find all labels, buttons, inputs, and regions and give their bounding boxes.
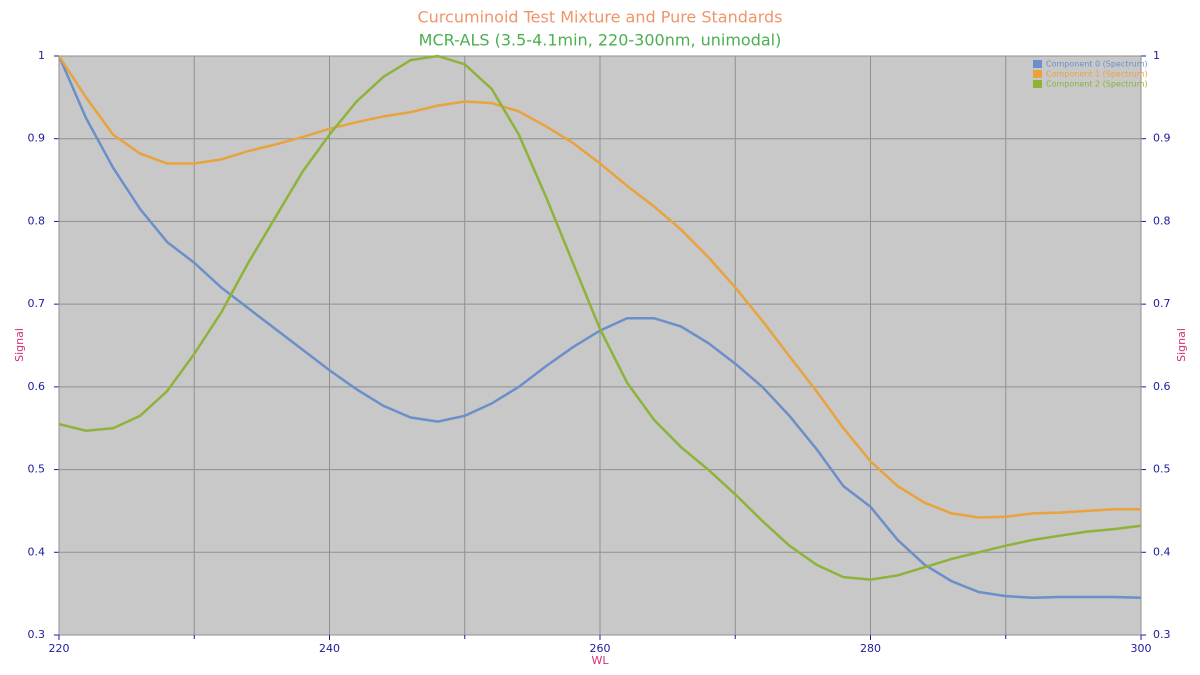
y-tick-label: 0.4 xyxy=(28,545,46,558)
legend-item: Component 0 (Spectrum) xyxy=(1033,60,1148,69)
y2-axis-label: Signal xyxy=(1175,328,1188,362)
legend-label: Component 0 (Spectrum) xyxy=(1046,60,1148,69)
series-line xyxy=(57,55,1141,519)
x-axis-label: WL xyxy=(591,654,609,667)
x-tick-label: 300 xyxy=(1131,642,1152,655)
chart-title: Curcuminoid Test Mixture and Pure Standa… xyxy=(418,8,783,27)
legend-item: Component 2 (Spectrum) xyxy=(1033,80,1148,89)
legend-swatch xyxy=(1033,70,1042,78)
y2-tick-label: 0.5 xyxy=(1153,463,1171,476)
x-tick-label: 220 xyxy=(49,642,70,655)
y-tick-label: 0.3 xyxy=(28,628,46,641)
y2-tick-label: 0.9 xyxy=(1153,132,1171,145)
legend-item: Component 1 (Spectrum) xyxy=(1033,70,1148,79)
x-tick-label: 240 xyxy=(319,642,340,655)
legend-label: Component 1 (Spectrum) xyxy=(1046,70,1148,79)
chart-subtitle: MCR-ALS (3.5-4.1min, 220-300nm, unimodal… xyxy=(419,31,782,50)
y2-tick-label: 0.4 xyxy=(1153,545,1171,558)
y2-tick-label: 1 xyxy=(1153,49,1160,62)
y-tick-label: 0.9 xyxy=(28,132,46,145)
y-tick-label: 0.6 xyxy=(28,380,46,393)
y-tick-label: 1 xyxy=(38,49,45,62)
x-tick-label: 260 xyxy=(590,642,611,655)
y-tick-label: 0.8 xyxy=(28,214,46,227)
y2-tick-label: 0.3 xyxy=(1153,628,1171,641)
y2-tick-label: 0.7 xyxy=(1153,297,1171,310)
legend-swatch xyxy=(1033,80,1042,88)
series-line xyxy=(58,54,1142,581)
y-tick-label: 0.5 xyxy=(28,463,46,476)
x-tick-label: 280 xyxy=(860,642,881,655)
y-axis-label: Signal xyxy=(13,328,26,362)
y2-tick-label: 0.8 xyxy=(1153,214,1171,227)
y-tick-label: 0.7 xyxy=(28,297,46,310)
legend-swatch xyxy=(1033,60,1042,68)
y2-tick-label: 0.6 xyxy=(1153,380,1171,393)
legend-label: Component 2 (Spectrum) xyxy=(1046,80,1148,89)
